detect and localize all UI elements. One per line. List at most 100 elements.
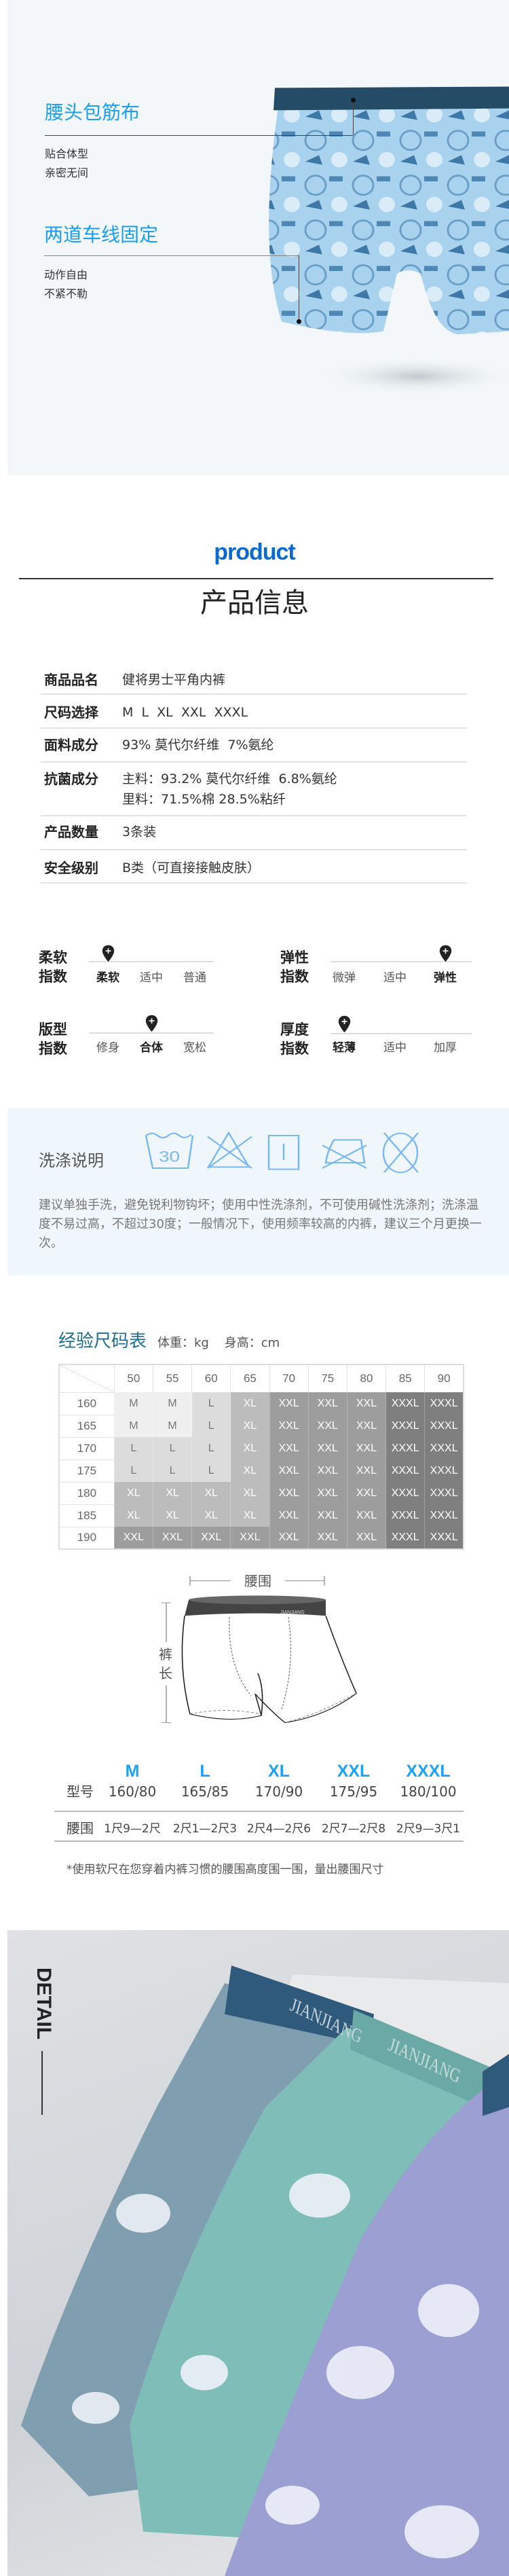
size-cell: XXXL — [424, 1459, 464, 1482]
size-cell: XXL — [269, 1459, 309, 1482]
waist-measure-label: 腰围 — [231, 1573, 285, 1589]
height-header: 185 — [59, 1504, 115, 1527]
callout-line — [45, 135, 353, 136]
table-row: 190 XXL XXL XXL XXL XXL XXL XXL XXXL XXXL — [59, 1527, 464, 1550]
index-track — [331, 961, 472, 962]
feature-desc: 动作自由 不紧不勒 — [44, 268, 88, 300]
location-pin-icon — [145, 1015, 157, 1032]
index-track — [89, 1032, 214, 1034]
size-cell: XXL — [347, 1482, 387, 1504]
size-waist: 2尺7—2尺8 — [321, 1822, 386, 1836]
table-row: 185 XL XL XL XL XXL XXL XXL XXXL XXXL — [59, 1504, 464, 1527]
index-option: 加厚 — [434, 1041, 457, 1055]
size-cell: XXL — [269, 1415, 309, 1437]
size-cell: XXXL — [424, 1527, 464, 1549]
size-cell: M — [114, 1392, 153, 1415]
weight-header: 80 — [347, 1364, 387, 1392]
wash-30-icon: 30 — [145, 1132, 194, 1169]
size-cell: XL — [153, 1482, 193, 1504]
index-option: 适中 — [383, 1041, 407, 1055]
height-header: 175 — [59, 1459, 115, 1483]
info-value: M L XL XXL XXXL — [122, 705, 248, 720]
size-letter: XXL — [337, 1762, 371, 1781]
index-option: 弹性 — [434, 971, 457, 985]
row-divider — [54, 1840, 464, 1842]
size-waist: 1尺9—2尺 — [104, 1822, 161, 1836]
size-cell: XXL — [269, 1482, 309, 1504]
size-cell: XL — [230, 1392, 270, 1415]
info-label: 安全级别 — [44, 860, 98, 876]
weight-header: 65 — [230, 1364, 270, 1392]
product-heading-en: product — [214, 539, 296, 565]
index-option: 宽松 — [183, 1041, 206, 1055]
info-label: 商品品名 — [44, 672, 98, 688]
feature-desc: 贴合体型 亲密无间 — [45, 147, 89, 179]
underwear-lavender — [225, 2054, 509, 2576]
size-letter: M — [125, 1762, 140, 1781]
info-label: 尺码选择 — [44, 704, 98, 721]
size-cell: XL — [230, 1415, 270, 1437]
size-cell: XL — [114, 1482, 153, 1504]
size-cell: L — [191, 1459, 231, 1482]
size-cell: XXXL — [424, 1415, 464, 1437]
svg-text:30: 30 — [159, 1148, 180, 1165]
location-pin-icon — [338, 1015, 350, 1033]
size-waist: 2尺1—2尺3 — [172, 1822, 238, 1836]
size-cell: XXL — [269, 1392, 309, 1415]
index-option: 修身 — [96, 1041, 119, 1055]
size-letter: XL — [268, 1762, 290, 1781]
info-label: 面料成分 — [44, 737, 98, 753]
size-cell: XL — [114, 1504, 153, 1527]
height-header: 165 — [59, 1415, 115, 1438]
size-chart-units: 体重：kg 身高：cm — [157, 1336, 280, 1350]
location-pin-icon — [102, 945, 114, 962]
feature-title: 腰头包筋布 — [45, 101, 140, 124]
table-row: 160 M M L XL XXL XXL XXL XXXL XXXL — [59, 1392, 464, 1415]
washing-section — [7, 1108, 509, 1275]
weight-header: 70 — [269, 1364, 309, 1392]
size-cell: XL — [230, 1482, 270, 1504]
no-bleach-icon — [207, 1131, 252, 1169]
size-model: 175/95 — [329, 1783, 378, 1800]
size-cell: XXL — [308, 1415, 347, 1437]
index-label: 版型 指数 — [39, 1021, 67, 1057]
info-label: 产品数量 — [44, 824, 98, 840]
row-divider — [41, 761, 467, 763]
size-cell: XL — [153, 1504, 193, 1527]
size-waist: 2尺9—3尺1 — [396, 1822, 461, 1836]
table-row: 180 XL XL XL XL XXL XXL XXL XXXL XXXL — [59, 1482, 464, 1505]
height-header: 180 — [59, 1482, 115, 1505]
info-value: 主料：93.2% 莫代尔纤维 6.8%氨纶 里料：71.5%棉 28.5%粘纤 — [122, 772, 337, 807]
size-model: 160/80 — [108, 1783, 157, 1800]
size-cell: XXXL — [385, 1527, 426, 1549]
weight-header: 50 — [114, 1364, 153, 1392]
size-cell: XXL — [347, 1415, 387, 1437]
size-cell: M — [153, 1415, 193, 1437]
size-model: 170/90 — [254, 1783, 303, 1800]
height-header: 190 — [59, 1527, 115, 1550]
model-label: 型号 — [67, 1783, 94, 1800]
size-cell: L — [191, 1415, 231, 1437]
callout-dot — [297, 319, 301, 324]
length-measure-label: 裤长 — [159, 1646, 172, 1682]
index-option: 轻薄 — [333, 1041, 356, 1055]
weight-header: 90 — [424, 1364, 464, 1392]
feature-title: 两道车线固定 — [44, 223, 159, 246]
line-dry-icon — [267, 1135, 300, 1170]
product-info-title: 产品信息 — [200, 587, 309, 619]
size-cell: XXXL — [385, 1415, 426, 1437]
weight-header: 85 — [385, 1364, 426, 1392]
table-row: 175 L L L XL XXL XXL XXL XXXL XXXL — [59, 1459, 464, 1483]
index-label: 弹性 指数 — [280, 949, 309, 985]
no-dry-clean-icon — [382, 1132, 419, 1174]
table-row: 170 L L L XL XXL XXL XXL XXXL XXXL — [59, 1437, 464, 1460]
info-value: 93% 莫代尔纤维 7%氨纶 — [122, 738, 274, 752]
size-cell: XL — [230, 1459, 270, 1482]
care-icons: 30 — [145, 1131, 419, 1174]
size-cell: XXL — [269, 1437, 309, 1459]
size-cell: L — [114, 1437, 153, 1459]
size-cell: L — [153, 1459, 193, 1482]
index-track — [331, 1033, 472, 1034]
index-track — [89, 961, 214, 962]
size-model: 165/85 — [181, 1783, 229, 1800]
